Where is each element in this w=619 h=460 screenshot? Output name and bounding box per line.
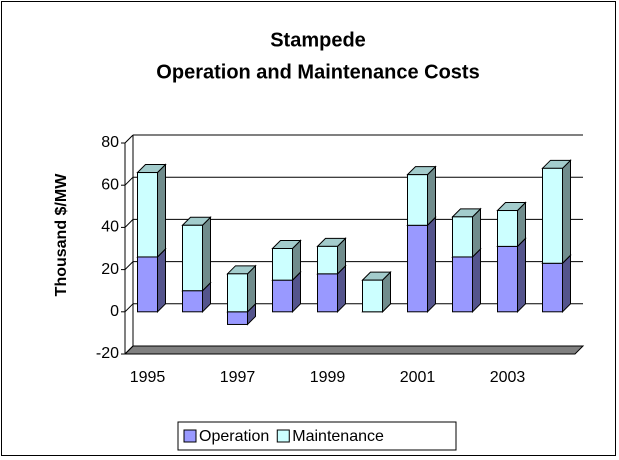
bar-side xyxy=(427,216,436,314)
y-tick-label: -20 xyxy=(96,345,119,362)
x-tick-label: 1995 xyxy=(130,369,166,386)
y-tick-label: 80 xyxy=(101,134,119,151)
legend-label: Maintenance xyxy=(292,428,384,445)
legend-swatch xyxy=(276,429,290,443)
x-tick-label: 2001 xyxy=(400,369,436,386)
y-tick-label: 60 xyxy=(101,176,119,193)
bar xyxy=(407,174,428,226)
x-tick-label: 1999 xyxy=(310,369,346,386)
y-axis-label: Thousand $/MW xyxy=(53,173,70,297)
bar xyxy=(407,224,428,313)
bar xyxy=(227,273,248,313)
bar-side xyxy=(472,247,481,314)
chart-subtitle: Operation and Maintenance Costs xyxy=(156,61,479,83)
chart-title: Stampede xyxy=(270,29,366,51)
bar-side xyxy=(427,165,436,227)
bar xyxy=(272,248,293,281)
x-tick-label: 1997 xyxy=(220,369,256,386)
bar-side xyxy=(202,216,211,292)
bar xyxy=(182,290,203,313)
grid-line xyxy=(124,134,134,144)
bar xyxy=(452,256,473,313)
bar xyxy=(542,167,563,264)
bar xyxy=(452,216,473,258)
bar-side xyxy=(562,254,571,314)
bar xyxy=(137,172,158,258)
x-tick-label: 2003 xyxy=(490,369,526,386)
grid-line xyxy=(124,176,134,186)
y-tick-label: 0 xyxy=(110,303,119,320)
legend-box xyxy=(177,421,457,451)
grid-line xyxy=(124,303,134,313)
bar xyxy=(497,210,518,247)
floor xyxy=(123,345,585,355)
bar xyxy=(317,245,338,275)
bar xyxy=(272,279,293,313)
bar xyxy=(497,245,518,313)
bar-side xyxy=(517,237,526,314)
grid-line xyxy=(124,261,134,270)
grid-line xyxy=(124,345,134,355)
legend-label: Operation xyxy=(199,428,269,445)
bar xyxy=(182,224,203,292)
bar-side xyxy=(157,163,166,259)
bar-side xyxy=(562,159,571,265)
legend-swatch xyxy=(183,429,197,443)
bar xyxy=(542,262,563,313)
y-tick-label: 20 xyxy=(101,261,119,278)
bar-side xyxy=(157,247,166,314)
bar xyxy=(317,273,338,313)
y-tick-label: 40 xyxy=(101,219,119,236)
grid-line xyxy=(124,219,134,228)
bar xyxy=(362,279,383,313)
bar xyxy=(227,311,248,325)
bar xyxy=(137,256,158,313)
